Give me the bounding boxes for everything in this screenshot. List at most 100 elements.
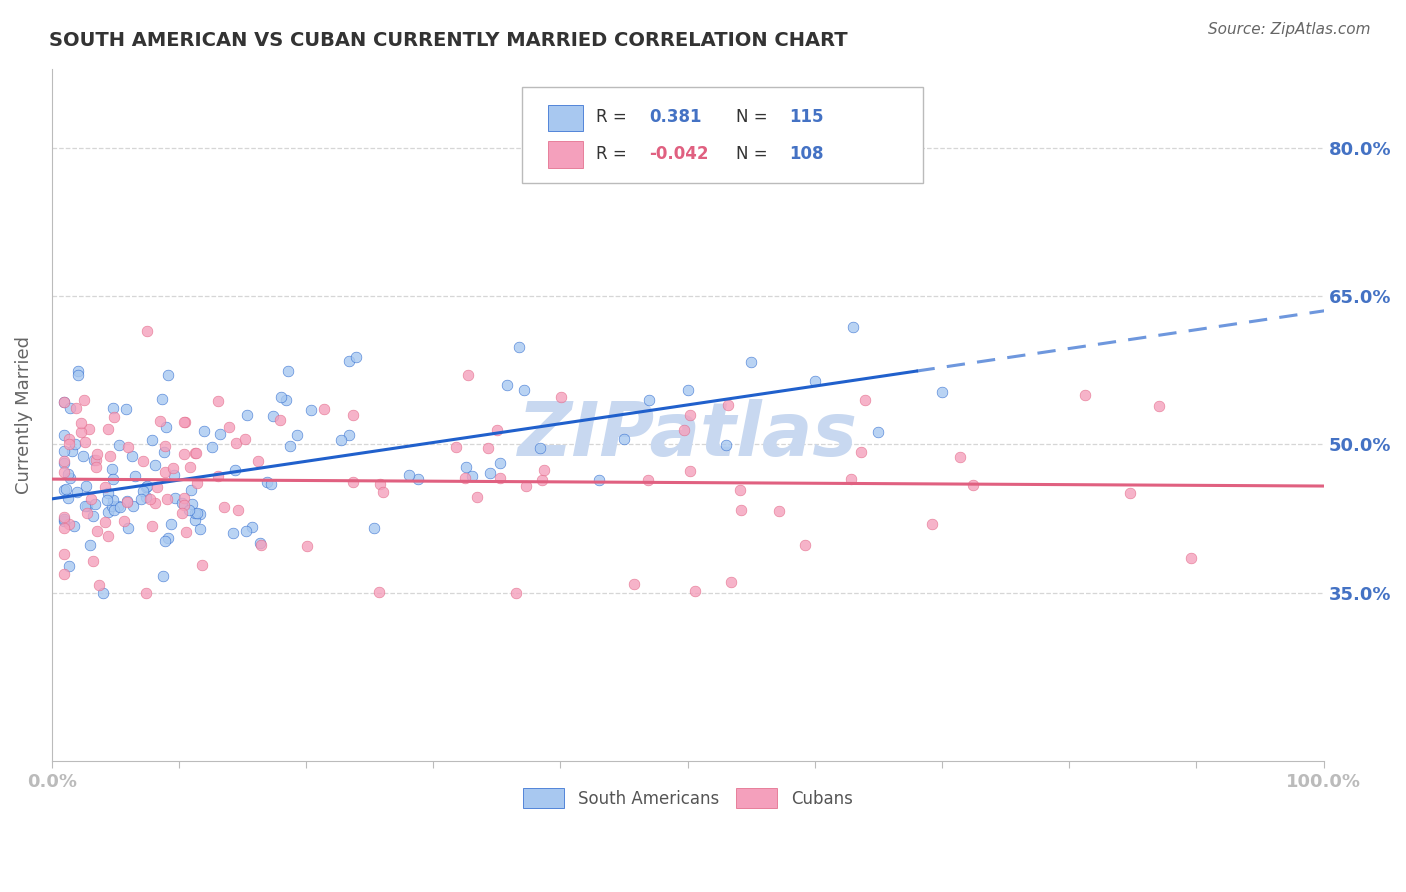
Point	[150, 392, 173, 406]
Point	[66, 485, 89, 500]
Point	[186, 476, 208, 491]
Point	[108, 437, 131, 451]
Point	[179, 459, 201, 474]
Point	[73, 392, 96, 407]
Point	[56, 467, 79, 481]
Point	[270, 390, 292, 404]
Point	[94, 480, 117, 494]
Point	[66, 368, 89, 383]
Point	[457, 368, 479, 382]
Point	[515, 479, 537, 493]
Point	[53, 444, 76, 458]
Point	[73, 435, 96, 450]
Point	[683, 584, 706, 599]
Point	[1180, 550, 1202, 565]
Point	[117, 440, 139, 454]
Point	[477, 441, 499, 455]
Point	[96, 493, 118, 508]
Text: N =: N =	[735, 145, 768, 162]
Point	[172, 495, 194, 509]
Point	[208, 427, 231, 442]
Point	[184, 506, 207, 520]
Point	[162, 460, 184, 475]
Point	[86, 524, 108, 539]
Point	[53, 457, 76, 471]
Point	[103, 410, 125, 425]
Point	[135, 480, 157, 494]
Point	[513, 383, 536, 397]
Point	[672, 423, 695, 437]
FancyBboxPatch shape	[522, 87, 922, 183]
Point	[121, 450, 143, 464]
Point	[76, 500, 98, 514]
Point	[276, 392, 298, 407]
Point	[962, 477, 984, 491]
Point	[218, 420, 240, 434]
Point	[342, 409, 364, 423]
Point	[101, 499, 124, 513]
Point	[58, 517, 80, 532]
Point	[53, 428, 76, 442]
Point	[478, 467, 501, 481]
Point	[212, 500, 235, 515]
Point	[97, 486, 120, 500]
Point	[226, 502, 249, 516]
Point	[679, 408, 702, 422]
Point	[98, 449, 121, 463]
Point	[1119, 485, 1142, 500]
Point	[93, 515, 115, 529]
Point	[460, 469, 482, 483]
Point	[256, 475, 278, 489]
Point	[225, 436, 247, 450]
Point	[337, 428, 360, 442]
Point	[337, 353, 360, 368]
Point	[868, 425, 890, 439]
Point	[141, 433, 163, 447]
Point	[173, 415, 195, 429]
Point	[156, 491, 179, 506]
Point	[186, 506, 208, 520]
Bar	[548, 141, 583, 168]
Point	[720, 575, 742, 590]
Point	[949, 450, 972, 465]
Point	[740, 355, 762, 369]
Point	[97, 505, 120, 519]
Point	[135, 324, 157, 338]
Point	[533, 463, 555, 477]
Point	[193, 424, 215, 438]
Point	[262, 409, 284, 424]
Point	[456, 460, 478, 475]
Point	[100, 461, 122, 475]
Point	[163, 491, 186, 506]
Point	[115, 495, 138, 509]
Point	[82, 553, 104, 567]
Point	[170, 506, 193, 520]
Point	[793, 537, 815, 551]
Point	[69, 416, 91, 430]
Point	[146, 480, 169, 494]
Point	[163, 468, 186, 483]
Point	[177, 503, 200, 517]
Point	[465, 490, 488, 504]
Point	[83, 497, 105, 511]
Point	[588, 473, 610, 487]
Point	[550, 390, 572, 404]
Point	[207, 468, 229, 483]
Point	[849, 444, 872, 458]
Point	[152, 569, 174, 583]
Point	[75, 479, 97, 493]
Point	[58, 432, 80, 446]
Point	[679, 464, 702, 478]
Point	[299, 402, 322, 417]
Point	[730, 503, 752, 517]
Point	[53, 509, 76, 524]
Point	[149, 414, 172, 428]
Point	[277, 364, 299, 378]
Point	[921, 516, 943, 531]
Point	[132, 484, 155, 499]
Point	[155, 419, 177, 434]
Point	[224, 463, 246, 477]
Point	[1074, 388, 1097, 402]
Point	[188, 508, 211, 522]
Point	[260, 477, 283, 491]
